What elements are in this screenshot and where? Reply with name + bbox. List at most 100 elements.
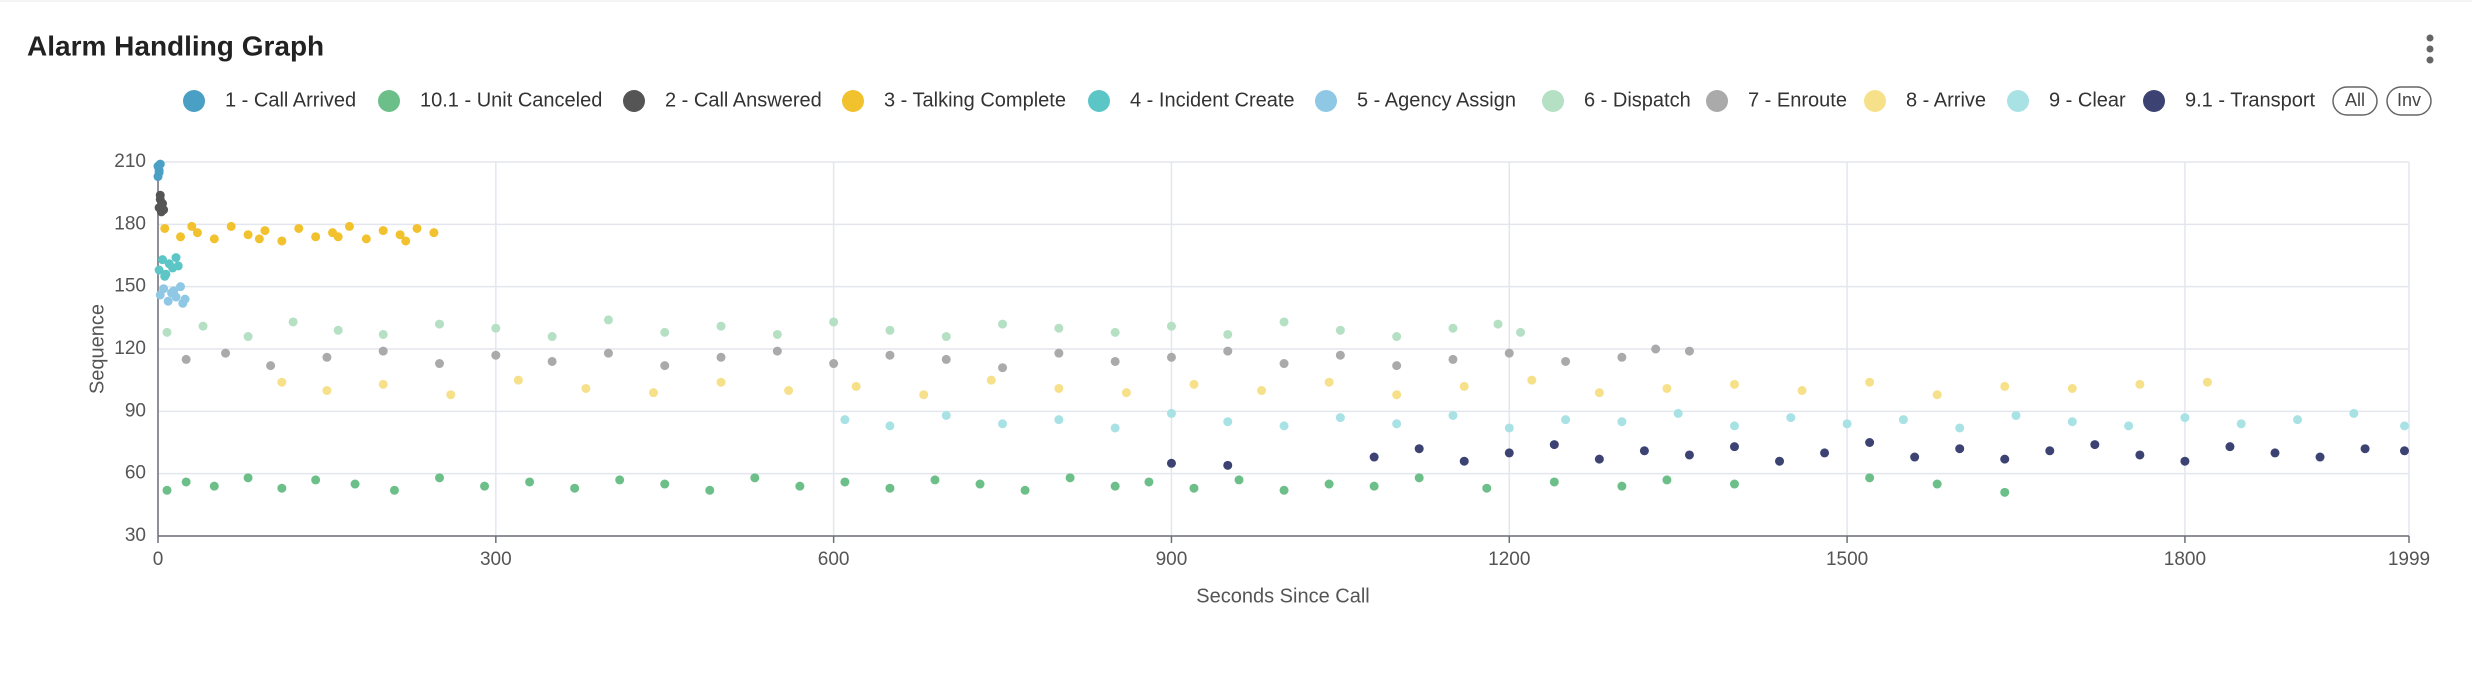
legend-button[interactable]: Inv [2386,86,2432,116]
point [2225,442,2235,452]
point [1504,423,1514,433]
point [1617,352,1627,362]
legend-item[interactable]: 9 - Clear [2007,89,2126,112]
point [1684,346,1694,356]
x-axis-label: Seconds Since Call [1196,585,1369,607]
point [171,253,181,263]
point [885,483,895,493]
point [1516,327,1526,337]
point [277,377,287,387]
point [2399,446,2409,456]
point [412,223,422,233]
point [1144,477,1154,487]
point [1527,375,1537,385]
point [998,319,1008,329]
point [581,383,591,393]
legend-label: 9.1 - Transport [2185,89,2316,111]
point [2045,446,2055,456]
point [1459,456,1469,466]
point [547,356,557,366]
legend-item[interactable]: 5 - Agency Assign [1315,89,1516,112]
legend-item[interactable]: 4 - Incident Create [1088,89,1295,112]
point [1482,483,1492,493]
legend-item[interactable]: 1 - Call Arrived [183,89,356,112]
legend-item[interactable]: 2 - Call Answered [623,89,822,112]
point [2135,450,2145,460]
x-tick-label: 900 [1156,549,1188,570]
point [1189,379,1199,389]
point [1493,319,1503,329]
point [1459,381,1469,391]
point [378,226,388,236]
series-points [181,344,1694,373]
point [277,236,287,246]
point [1775,456,1785,466]
point [209,234,219,244]
point [1955,423,1965,433]
legend-swatch [183,90,205,112]
point [1617,481,1627,491]
point [1932,479,1942,489]
point [243,473,253,483]
point [159,284,169,294]
point [1865,377,1875,387]
point [2000,487,2010,497]
point [648,388,658,398]
y-tick-label: 60 [125,463,146,484]
point [975,479,985,489]
point [716,321,726,331]
point [1392,361,1402,371]
point [829,317,839,327]
point [840,415,850,425]
point [254,234,264,244]
y-tick-label: 30 [125,525,146,546]
point [1166,408,1176,418]
point [840,477,850,487]
point [333,325,343,335]
point [1223,417,1233,427]
legend-item[interactable]: 7 - Enroute [1706,89,1847,112]
series-points [162,473,2010,497]
point [378,346,388,356]
legend-button[interactable]: All [2332,86,2378,116]
point [2000,381,2010,391]
point [446,390,456,400]
x-tick-label: 1500 [1826,549,1868,570]
y-tick-label: 180 [114,213,146,234]
point [1448,410,1458,420]
point [1797,386,1807,396]
x-tick-label: 300 [480,549,512,570]
point [851,381,861,391]
legend-item[interactable]: 9.1 - Transport [2143,89,2316,112]
legend-item[interactable]: 8 - Arrive [1864,89,1986,112]
point [1414,444,1424,454]
point [2000,454,2010,464]
legend-item[interactable]: 10.1 - Unit Canceled [378,89,602,112]
point [243,230,253,240]
point [1549,440,1559,450]
point [1110,327,1120,337]
point [162,485,172,495]
point [2236,419,2246,429]
point [1561,356,1571,366]
series-points [154,253,183,281]
point [2067,383,2077,393]
point [885,325,895,335]
point [1865,473,1875,483]
y-tick-label: 210 [114,151,146,172]
point [160,223,170,233]
legend-swatch [1706,90,1728,112]
legend-item[interactable]: 6 - Dispatch [1542,89,1691,112]
point [1110,356,1120,366]
point [1651,344,1661,354]
x-tick-label: 0 [153,549,164,570]
point [1257,386,1267,396]
point [1594,388,1604,398]
legend-item[interactable]: 3 - Talking Complete [842,89,1066,112]
menu-icon[interactable] [2426,34,2434,64]
point [209,481,219,491]
point [1054,348,1064,358]
legend-label: 4 - Incident Create [1130,89,1295,111]
point [1932,390,1942,400]
point [1392,419,1402,429]
